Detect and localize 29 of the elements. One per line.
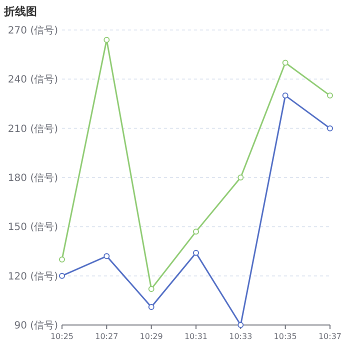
- y-tick-label: 240 (信号): [8, 74, 58, 86]
- point: [238, 322, 244, 328]
- point: [327, 92, 333, 99]
- y-tick-label: 270 (信号): [8, 24, 58, 36]
- x-tick-label: 10:25: [50, 332, 74, 341]
- x-tick-label: 10:35: [274, 332, 297, 341]
- point: [238, 174, 244, 180]
- x-tick-label: 10:37: [318, 332, 342, 341]
- y-tick-label: 90 (信号): [14, 320, 58, 332]
- point: [59, 256, 65, 262]
- point: [148, 304, 154, 310]
- y-tick-label: 180 (信号): [8, 172, 58, 184]
- point: [59, 272, 65, 279]
- chart-title: 折线图: [3, 5, 37, 18]
- x-tick-label: 10:27: [95, 332, 118, 341]
- point: [282, 60, 288, 66]
- y-tick-label: 120 (信号): [8, 270, 58, 282]
- x-tick-label: 10:31: [184, 332, 208, 341]
- x-tick-label: 10:29: [140, 332, 163, 341]
- point: [104, 36, 110, 43]
- point: [327, 125, 333, 132]
- point: [282, 92, 288, 99]
- point: [104, 253, 110, 260]
- point: [193, 250, 199, 256]
- point: [148, 286, 154, 292]
- x-tick-label: 10:33: [229, 332, 252, 341]
- y-tick-label: 150 (信号): [8, 221, 58, 234]
- point: [193, 228, 199, 235]
- y-tick-label: 210 (信号): [8, 122, 58, 135]
